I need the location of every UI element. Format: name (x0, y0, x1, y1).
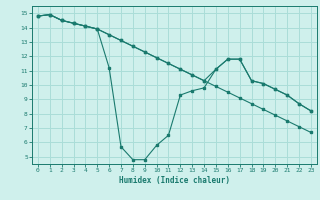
X-axis label: Humidex (Indice chaleur): Humidex (Indice chaleur) (119, 176, 230, 185)
